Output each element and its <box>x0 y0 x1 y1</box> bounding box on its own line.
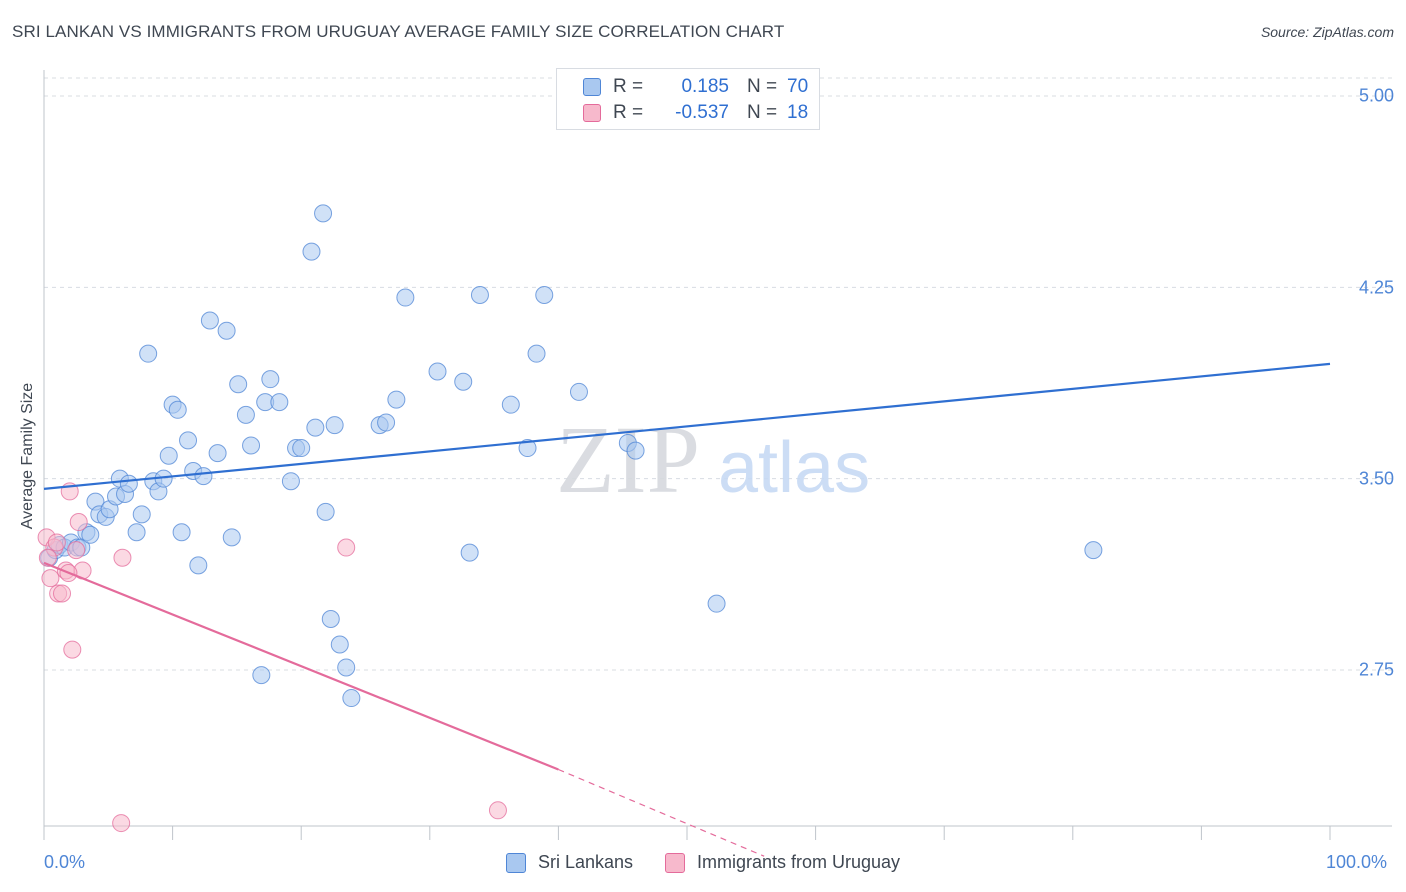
point-sri-lankans <box>314 204 333 223</box>
point-sri-lankans <box>377 413 396 432</box>
point-sri-lankans <box>270 393 289 412</box>
point-sri-lankans <box>470 285 489 304</box>
watermark: ZIP atlas <box>556 406 870 513</box>
point-sri-lankans <box>527 344 546 363</box>
point-sri-lankans <box>330 635 349 654</box>
point-sri-lankans <box>194 467 213 486</box>
point-sri-lankans <box>707 594 726 613</box>
point-sri-lankans <box>306 418 325 437</box>
point-sri-lankans <box>302 242 321 261</box>
point-sri-lankans <box>342 689 361 708</box>
legend-n-label: N = <box>747 102 778 123</box>
point-sri-lankans <box>208 444 227 463</box>
point-sri-lankans <box>179 431 198 450</box>
point-sri-lankans <box>428 362 447 381</box>
point-uruguay <box>112 814 131 833</box>
point-sri-lankans <box>172 523 191 542</box>
point-uruguay <box>53 584 72 603</box>
x-tick-label-max: 100.0% <box>1326 852 1388 872</box>
watermark-zip: ZIP <box>556 406 700 513</box>
point-sri-lankans <box>229 375 248 394</box>
source-label: Source: ZipAtlas.com <box>1260 24 1394 40</box>
point-sri-lankans <box>252 666 271 685</box>
point-sri-lankans <box>222 528 241 547</box>
chart-title: SRI LANKAN VS IMMIGRANTS FROM URUGUAY AV… <box>12 22 785 41</box>
point-sri-lankans <box>119 474 138 493</box>
point-sri-lankans <box>518 439 537 458</box>
point-sri-lankans <box>132 505 151 524</box>
point-uruguay <box>38 548 57 567</box>
point-uruguay <box>67 541 86 560</box>
point-sri-lankans <box>217 321 236 340</box>
point-uruguay <box>47 533 66 552</box>
legend-row-uruguay: R = -0.537 N = 18 <box>583 100 808 126</box>
point-sri-lankans <box>316 502 335 521</box>
point-sri-lankans <box>168 400 187 419</box>
legend-swatch-pink <box>665 852 685 873</box>
x-tick-label-min: 0.0% <box>44 852 86 872</box>
series-legend: Sri Lankans Immigrants from Uruguay <box>0 852 1406 873</box>
legend-r-value: 0.185 <box>681 76 729 97</box>
point-sri-lankans <box>200 311 219 330</box>
legend-r-value: -0.537 <box>675 102 729 123</box>
point-sri-lankans <box>281 472 300 491</box>
point-sri-lankans <box>242 436 261 455</box>
point-sri-lankans <box>159 446 178 465</box>
point-sri-lankans <box>387 390 406 409</box>
point-uruguay <box>113 548 132 567</box>
legend-n-value: 70 <box>787 76 809 97</box>
trend-lines <box>43 362 1331 857</box>
point-sri-lankans <box>261 370 280 389</box>
point-sri-lankans <box>236 405 255 424</box>
point-sri-lankans <box>321 609 340 628</box>
axes <box>43 70 1392 840</box>
point-sri-lankans <box>139 344 158 363</box>
point-sri-lankans <box>569 382 588 401</box>
point-sri-lankans <box>189 556 208 575</box>
point-uruguay <box>488 801 507 820</box>
point-sri-lankans <box>535 285 554 304</box>
point-uruguay <box>69 513 88 532</box>
legend-swatch-blue <box>505 852 526 873</box>
legend-r-label: R = <box>613 102 644 123</box>
point-sri-lankans <box>325 416 344 435</box>
point-sri-lankans <box>396 288 415 307</box>
point-sri-lankans <box>292 439 311 458</box>
legend-swatch-blue <box>583 78 601 96</box>
point-sri-lankans <box>1084 541 1103 560</box>
correlation-legend: R = 0.185 N = 70 R = -0.537 N = 18 <box>556 68 820 130</box>
legend-row-sri-lankans: R = 0.185 N = 70 <box>583 74 808 100</box>
y-tick-label: 4.25 <box>1358 277 1394 298</box>
point-sri-lankans <box>127 523 146 542</box>
watermark-atlas: atlas <box>718 428 870 508</box>
point-sri-lankans <box>501 395 520 414</box>
point-uruguay <box>63 640 82 659</box>
legend-label: Sri Lankans <box>537 852 633 872</box>
legend-item-sri-lankans[interactable]: Sri Lankans <box>505 852 633 873</box>
y-tick-label: 3.50 <box>1358 468 1394 489</box>
data-points <box>37 204 1103 833</box>
point-uruguay <box>337 538 356 557</box>
y-tick-label: 2.75 <box>1358 659 1394 680</box>
grid-lines <box>44 77 1392 671</box>
legend-label: Immigrants from Uruguay <box>697 852 901 872</box>
point-sri-lankans <box>626 441 645 460</box>
point-sri-lankans <box>337 658 356 677</box>
legend-n-value: 18 <box>787 102 809 123</box>
legend-swatch-pink <box>583 104 601 122</box>
trend-line-sri-lankans <box>43 362 1331 490</box>
legend-item-uruguay[interactable]: Immigrants from Uruguay <box>665 852 900 873</box>
point-sri-lankans <box>81 525 100 544</box>
trend-line-uruguay <box>43 561 559 771</box>
point-uruguay <box>41 569 60 588</box>
legend-n-label: N = <box>747 76 778 97</box>
trend-line-uruguay-extension <box>558 768 765 857</box>
point-sri-lankans <box>454 372 473 391</box>
legend-r-label: R = <box>613 76 644 97</box>
y-tick-label: 5.00 <box>1358 85 1394 106</box>
y-axis-label: Average Family Size <box>19 382 36 530</box>
point-sri-lankans <box>460 543 479 562</box>
